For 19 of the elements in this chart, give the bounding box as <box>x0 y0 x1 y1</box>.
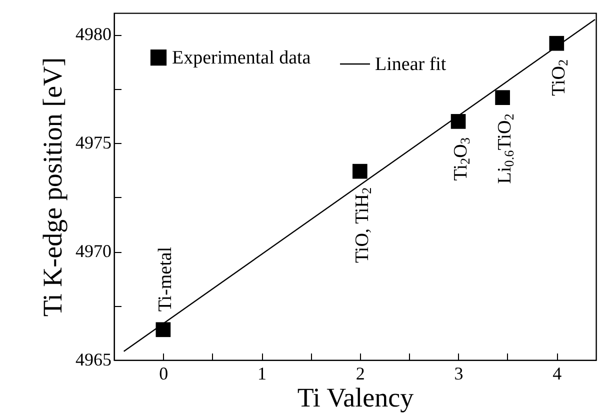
y-axis-title: Ti K-edge position [eV] <box>38 57 68 317</box>
y-tick-label: 4980 <box>76 24 112 44</box>
legend-label: Experimental data <box>172 48 312 68</box>
legend-label: Linear fit <box>375 54 447 75</box>
x-tick-label: 4 <box>552 364 562 384</box>
x-axis-title: Ti Valency <box>297 382 414 412</box>
annotation: Ti-metal <box>155 246 176 312</box>
point <box>450 114 466 129</box>
point <box>495 90 510 105</box>
x-tick-label: 0 <box>159 364 168 384</box>
y-tick-label: 4965 <box>76 350 112 370</box>
point <box>549 36 564 51</box>
y-tick-label: 4975 <box>76 132 112 153</box>
y-tick-label: 4970 <box>76 241 112 262</box>
x-tick-label: 3 <box>454 364 464 384</box>
x-tick-label: 2 <box>356 364 365 384</box>
point <box>156 322 171 338</box>
point <box>352 164 368 179</box>
x-tick-label: 1 <box>258 364 267 384</box>
